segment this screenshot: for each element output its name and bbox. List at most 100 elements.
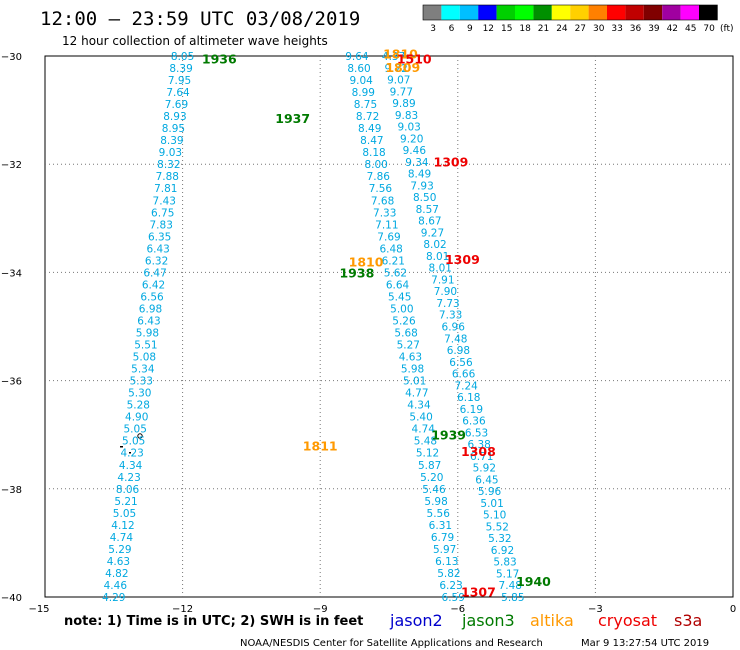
colorbar-swatch: [423, 5, 442, 20]
swh-value: 8.06: [116, 484, 140, 496]
island-mark: [120, 446, 123, 448]
swh-value: 5.12: [416, 448, 439, 460]
pass-time-label: 1307: [461, 585, 496, 600]
plot-area: [44, 55, 734, 598]
y-tick-label: −30: [1, 52, 22, 63]
swh-value: 6.75: [151, 207, 174, 219]
pass-time-label: 1939: [431, 428, 466, 443]
swh-value: 7.90: [434, 286, 457, 298]
swh-value: 5.56: [427, 508, 451, 520]
island-marks: [120, 433, 143, 454]
swh-value: 9.04: [349, 75, 373, 87]
swh-value: 7.11: [375, 219, 398, 231]
chart-title: 12:00 – 23:59 UTC 03/08/2019: [40, 8, 360, 30]
swh-value: 5.20: [420, 472, 443, 484]
swh-value: 6.66: [452, 369, 476, 381]
swh-value: 5.97: [433, 544, 456, 556]
swh-value: 5.52: [486, 521, 509, 533]
colorbar-swatch: [533, 5, 552, 20]
swh-value: 6.71: [470, 451, 493, 463]
swh-value: 8.39: [169, 63, 192, 75]
legend-entry: altika: [530, 611, 574, 630]
colorbar-swatch: [570, 5, 589, 20]
legend-entry: jason2: [389, 611, 443, 630]
swh-value: 6.42: [142, 279, 165, 291]
swh-value: 5.10: [483, 510, 506, 522]
colorbar-swatch: [662, 5, 681, 20]
y-tick-label: −40: [1, 593, 22, 604]
swh-value: 7.69: [377, 231, 400, 243]
colorbar-swatch: [699, 5, 718, 20]
swh-value: 6.32: [145, 255, 168, 267]
legend-entry: s3a: [674, 611, 702, 630]
swh-value: 7.48: [444, 333, 467, 345]
swh-value: 6.13: [435, 556, 458, 568]
swh-value: 4.23: [120, 448, 143, 460]
swh-value: 9.27: [421, 227, 444, 239]
swh-value: 7.43: [153, 195, 176, 207]
swh-value: 7.88: [156, 171, 179, 183]
swh-value: 5.85: [501, 592, 524, 604]
colorbar-tick-label: 27: [575, 24, 586, 34]
colorbar-swatch: [441, 5, 460, 20]
swh-value: 6.43: [146, 243, 169, 255]
swh-value: 9.07: [387, 75, 410, 87]
swh-value: 6.98: [139, 303, 162, 315]
island-mark: [129, 452, 131, 454]
swh-value: 9.03: [159, 147, 182, 159]
pass-time-label: 1936: [202, 52, 237, 67]
swh-value: 8.93: [163, 111, 186, 123]
legend: jason2 jason3 altika cryosat s3a: [389, 611, 702, 630]
footer-note: note: 1) Time is in UTC; 2) SWH is in fe…: [64, 614, 363, 629]
swh-value: 7.24: [454, 380, 478, 392]
swh-value: 4.29: [102, 592, 125, 604]
swh-value: 5.48: [414, 436, 437, 448]
swh-value: 8.02: [423, 239, 446, 251]
swh-value: 7.64: [166, 87, 190, 99]
pass-time-label: 1809: [385, 60, 420, 75]
swh-value: 8.67: [418, 216, 441, 228]
swh-value: 5.30: [128, 388, 151, 400]
swh-value: 7.91: [431, 274, 454, 286]
swh-value: 4.46: [104, 580, 128, 592]
colorbar-tick-label: 6: [449, 24, 455, 34]
colorbar-swatch: [625, 5, 644, 20]
pass-time-label: 1937: [275, 111, 310, 126]
swh-value: 8.99: [352, 87, 375, 99]
swh-value: 9.89: [392, 98, 415, 110]
swh-value: 8.49: [358, 123, 381, 135]
swh-value: 9.03: [397, 122, 420, 134]
swh-value: 5.28: [127, 400, 150, 412]
y-tick-label: −32: [1, 160, 22, 171]
axes: −15 −12 −9 −6 −3 0−40−38−36−34−32−30: [1, 52, 736, 615]
swh-value: 5.40: [409, 412, 432, 424]
swh-value: 9.77: [390, 86, 413, 98]
colorbar-swatch: [478, 5, 497, 20]
swh-value: 6.18: [457, 392, 480, 404]
colorbar: 3 6 9 12 15 18 21 24 27 30 33 36 39 42 45 70 (ft): [422, 4, 734, 34]
swh-value: 7.83: [150, 219, 173, 231]
track-values: 8.058.397.957.647.698.938.958.399.038.32…: [102, 51, 524, 604]
pass-time-label: 1309: [434, 154, 469, 169]
swh-value: 4.12: [111, 520, 134, 532]
chart-subtitle: 12 hour collection of altimeter wave hei…: [62, 34, 328, 48]
swh-value: 4.63: [399, 352, 422, 364]
swh-value: 5.05: [113, 508, 136, 520]
colorbar-swatch: [515, 5, 534, 20]
swh-value: 5.82: [437, 568, 460, 580]
colorbar-tick-label: 24: [556, 24, 568, 34]
colorbar-tick-label: 42: [667, 24, 678, 34]
legend-entry: jason3: [461, 611, 515, 630]
swh-value: 6.64: [386, 279, 410, 291]
swh-value: 5.83: [493, 557, 516, 569]
swh-value: 4.63: [107, 556, 130, 568]
swh-value: 6.36: [462, 416, 486, 428]
swh-value: 5.98: [136, 328, 159, 340]
swh-value: 5.05: [124, 424, 147, 436]
colorbar-tick-label: 36: [630, 24, 642, 34]
swh-value: 6.38: [467, 439, 490, 451]
swh-value: 5.98: [424, 496, 447, 508]
swh-value: 9.34: [405, 157, 429, 169]
